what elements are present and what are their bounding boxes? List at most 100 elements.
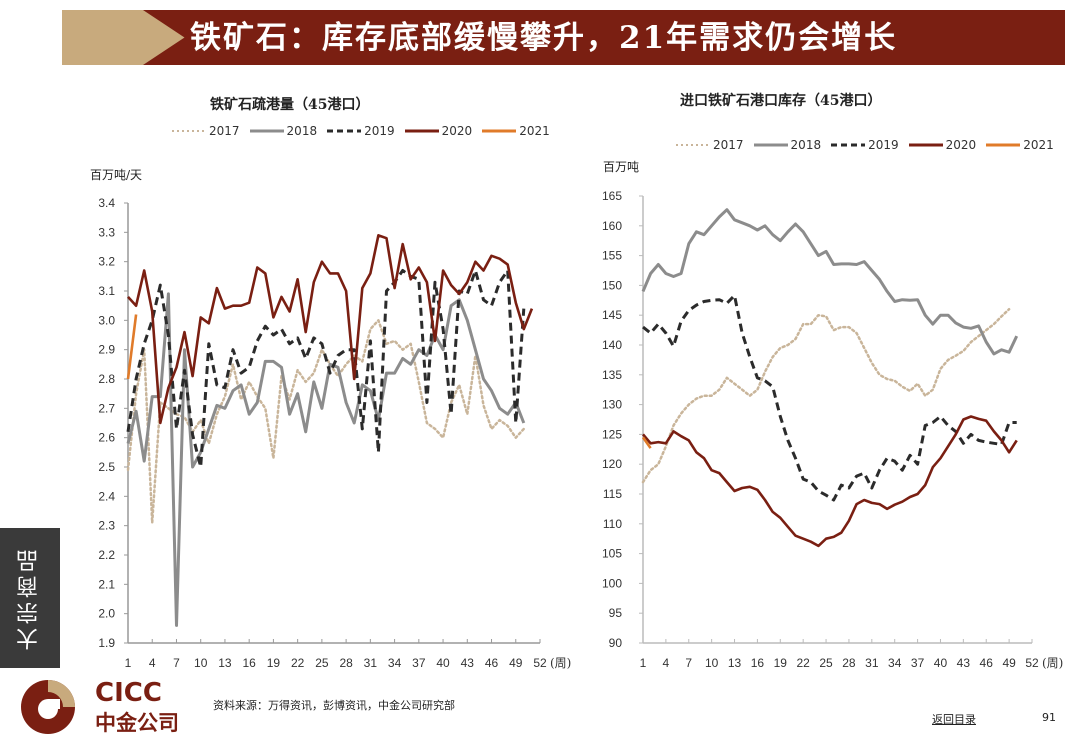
x-tick-label: 31 [865,656,879,670]
x-tick-label: 37 [911,656,925,670]
y-tick-label: 110 [603,517,622,531]
legend-label: 2017 [713,138,744,152]
series-line-2020 [642,415,1018,548]
legend-item-2021: 2021 [482,124,550,138]
x-tick-label: 46 [980,656,994,670]
x-tick-label: 49 [509,656,523,670]
legend-label: 2017 [209,124,240,138]
x-tick-label: 13 [728,656,742,670]
series-line-2021 [641,436,652,449]
back-to-contents-link[interactable]: 返回目录 [932,713,976,726]
chart-0: 1.9 2.0 2.1 2.2 2.3 2.4 2.5 2.6 2.7 2.8 2.9 3.0 3.1 3… [98,196,571,670]
x-tick-label: 28 [842,656,856,670]
legend-item-2017: 2017 [676,138,744,152]
x-tick-label: 10 [194,656,208,670]
y-tick-label: 160 [602,219,622,233]
x-tick-label: 52 [533,656,547,670]
x-tick-label: 25 [819,656,833,670]
x-tick-label: 1 [640,656,647,670]
x-tick-label: 7 [173,656,180,670]
y-tick-label: 2.1 [98,577,115,591]
logo-text-cn: 中金公司 [95,711,179,735]
legend-item-2020: 2020 [404,124,473,138]
x-tick-label: 16 [242,656,256,670]
chart-title-right: 进口铁矿石港口库存（45港口） [680,93,882,109]
x-tick-label: 43 [957,656,971,670]
x-tick-label: 34 [888,656,902,670]
y-tick-label: 165 [602,189,622,203]
x-tick-label: 46 [485,656,499,670]
header-banner [143,10,1065,65]
x-axis-label: (周) [1042,656,1063,670]
x-tick-label: 16 [751,656,765,670]
x-tick-label: 22 [291,656,305,670]
x-tick-label: 22 [796,656,810,670]
y-tick-label: 100 [602,576,622,590]
chart-title-left: 铁矿石疏港量（45港口） [210,97,370,113]
x-tick-label: 34 [388,656,402,670]
x-tick-label: 40 [934,656,948,670]
y-tick-label: 2.4 [98,489,115,503]
x-tick-label: 25 [315,656,329,670]
legend-label: 2018 [286,124,318,138]
legend-swatch [908,143,943,147]
page-number: 91 [1042,711,1056,724]
y-axis-unit-right: 百万吨 [603,160,640,174]
y-tick-label: 2.7 [98,401,115,415]
y-axis-unit-left: 百万吨/天 [90,168,143,182]
legend-swatch [676,144,710,146]
series-line-2019 [126,269,526,469]
x-tick-label: 4 [663,656,670,670]
x-tick-label: 28 [339,656,353,670]
section-tab[interactable]: 大宗商品 [0,528,60,668]
legend-swatch [986,143,1021,147]
y-tick-label: 150 [602,278,622,292]
legend-item-2018: 2018 [753,138,822,152]
source-note: 资料来源：万得资讯，彭博资讯，中金公司研究部 [213,699,455,712]
legend-label: 2021 [1023,138,1054,152]
legend-label: 2020 [945,138,977,152]
x-tick-label: 7 [685,656,692,670]
legend-item-2018: 2018 [249,124,318,138]
y-tick-label: 105 [602,547,622,561]
y-tick-label: 3.1 [98,284,115,298]
x-tick-label: 43 [461,656,475,670]
y-tick-label: 3.0 [98,313,115,327]
chart-1: 9095100105110115120125130135140145150155… [602,189,1063,670]
series-line-2019 [642,294,1017,502]
legend-swatch [327,129,362,133]
legend-label: 2019 [364,124,395,138]
legend-item-2021: 2021 [986,138,1054,152]
legend-label: 2020 [441,124,473,138]
x-tick-label: 37 [412,656,426,670]
y-tick-label: 140 [602,338,622,352]
y-tick-label: 2.5 [98,460,115,474]
x-tick-label: 1 [125,656,132,670]
legend-item-2017: 2017 [172,124,240,138]
y-tick-label: 2.3 [98,519,115,533]
legend-swatch [249,129,284,133]
series-line-2020 [127,234,534,425]
x-tick-label: 40 [436,656,450,670]
x-tick-label: 52 [1025,656,1039,670]
x-tick-label: 13 [218,656,232,670]
y-tick-label: 1.9 [98,636,115,650]
y-tick-label: 2.2 [98,548,115,562]
legend-label: 2018 [790,138,822,152]
series-line-2021 [126,314,138,380]
y-tick-label: 95 [609,606,623,620]
x-tick-label: 4 [149,656,156,670]
y-tick-label: 130 [602,398,622,412]
y-tick-label: 135 [602,368,622,382]
legend-right: 2017 2018 2019 2020 2021 [676,138,1054,152]
page-title: 铁矿石：库存底部缓慢攀升，21年需求仍会增长 [190,20,898,56]
series-line-2017 [641,307,1011,484]
legend-label: 2021 [519,124,550,138]
legend-swatch [831,143,866,147]
series-line-2018 [641,208,1019,356]
y-tick-label: 155 [602,249,622,263]
x-tick-label: 19 [267,656,281,670]
legend-swatch [404,129,439,133]
legend-swatch [482,129,517,133]
